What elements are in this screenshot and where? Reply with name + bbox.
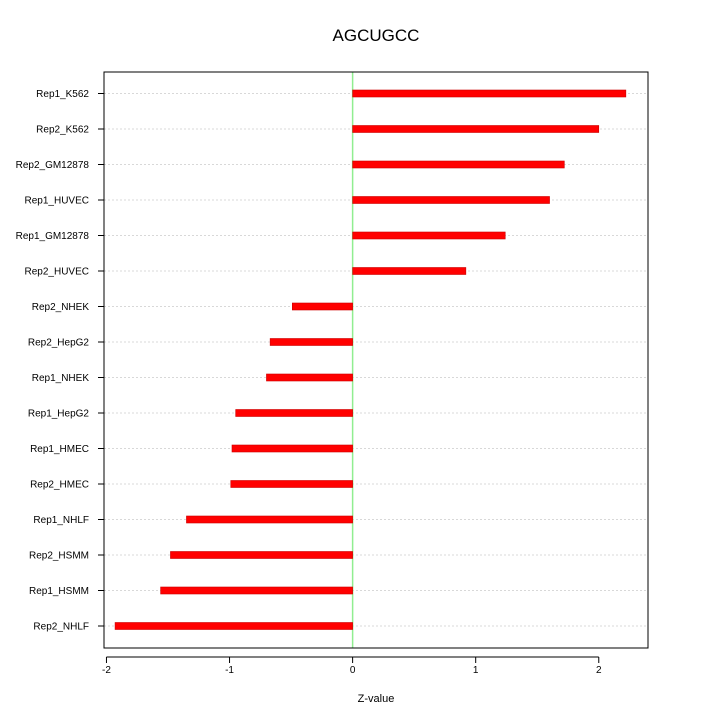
x-tick-label: 1 — [473, 665, 479, 676]
bar — [231, 444, 353, 453]
bars — [114, 89, 627, 630]
y-tick-label: Rep1_HSMM — [29, 586, 89, 597]
bar — [352, 267, 467, 275]
y-tick-label: Rep1_GM12878 — [16, 231, 90, 242]
y-tick-label: Rep2_HUVEC — [25, 267, 89, 278]
bar — [230, 480, 353, 488]
y-tick-label: Rep1_NHEK — [32, 373, 90, 384]
gridlines — [104, 93, 648, 627]
x-axis-label: Z-value — [358, 693, 395, 705]
y-tick-label: Rep2_HSMM — [29, 551, 89, 562]
y-tick-label: Rep2_GM12878 — [16, 160, 90, 171]
plot-frame — [103, 71, 649, 649]
bar — [292, 302, 353, 311]
chart-title: AGCUGCC — [333, 26, 420, 45]
bar — [352, 89, 627, 98]
bar — [235, 409, 353, 417]
y-tick-label: Rep1_NHLF — [33, 515, 89, 526]
x-tick-label: 0 — [350, 665, 356, 676]
x-axis: -2 -1 0 1 2 — [102, 656, 602, 676]
y-tick-label: Rep2_HepG2 — [28, 338, 90, 349]
bar — [266, 373, 353, 382]
y-tick-label: Rep2_NHEK — [32, 302, 90, 313]
bar — [352, 125, 600, 133]
x-tick-label: -2 — [102, 665, 111, 676]
bar — [186, 515, 353, 524]
bar — [160, 586, 353, 595]
y-tick-labels: Rep1_K562 Rep2_K562 Rep2_GM12878 Rep1_HUVEC… — [16, 89, 104, 633]
y-tick-label: Rep1_HUVEC — [25, 196, 89, 207]
y-tick-label: Rep1_HMEC — [30, 444, 89, 455]
bar — [269, 338, 353, 346]
x-tick-label: 2 — [596, 665, 602, 676]
y-tick-label: Rep1_K562 — [36, 89, 89, 100]
bar — [352, 196, 550, 204]
x-tick-label: -1 — [225, 665, 234, 676]
bar — [114, 622, 353, 630]
y-tick-label: Rep2_NHLF — [33, 622, 89, 633]
y-tick-label: Rep1_HepG2 — [28, 409, 90, 420]
bar — [170, 551, 353, 559]
y-tick-label: Rep2_K562 — [36, 125, 89, 136]
bar — [352, 231, 506, 240]
y-tick-label: Rep2_HMEC — [30, 480, 89, 491]
bar — [352, 160, 565, 169]
